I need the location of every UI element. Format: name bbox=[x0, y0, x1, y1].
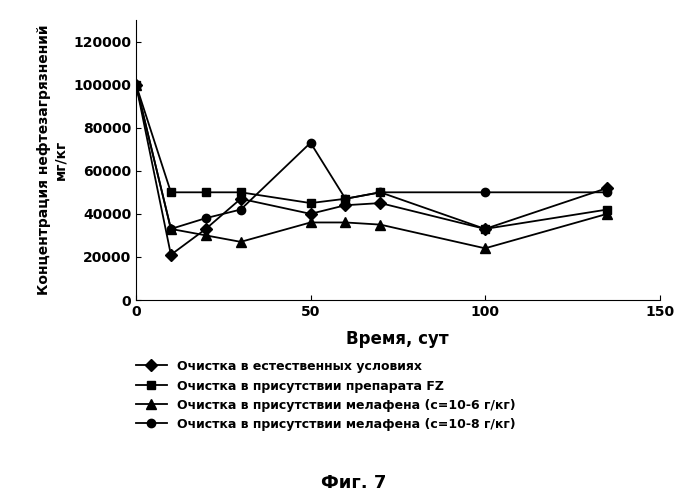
Очистка в присутствии мелафена (с=10-6 г/кг) bbox=[341, 220, 350, 226]
Очистка в присутствии препарата FZ bbox=[307, 200, 315, 206]
Очистка в присутствии мелафена (с=10-8 г/кг) bbox=[237, 206, 245, 212]
Очистка в присутствии мелафена (с=10-8 г/кг) bbox=[132, 82, 140, 87]
Очистка в присутствии препарата FZ bbox=[603, 206, 611, 212]
Очистка в естественных условиях bbox=[237, 196, 245, 202]
Очистка в присутствии препарата FZ bbox=[132, 82, 140, 87]
Line: Очистка в присутствии мелафена (с=10-6 г/кг): Очистка в присутствии мелафена (с=10-6 г… bbox=[131, 80, 612, 253]
Очистка в присутствии мелафена (с=10-6 г/кг) bbox=[603, 211, 611, 217]
Очистка в присутствии мелафена (с=10-6 г/кг) bbox=[376, 222, 384, 228]
Очистка в присутствии препарата FZ bbox=[237, 190, 245, 196]
Очистка в присутствии мелафена (с=10-8 г/кг) bbox=[481, 190, 489, 196]
Очистка в присутствии мелафена (с=10-8 г/кг) bbox=[202, 215, 210, 221]
Очистка в естественных условиях bbox=[167, 252, 175, 258]
Очистка в естественных условиях bbox=[307, 211, 315, 217]
Очистка в естественных условиях bbox=[202, 226, 210, 232]
Очистка в присутствии препарата FZ bbox=[481, 226, 489, 232]
Line: Очистка в присутствии препарата FZ: Очистка в присутствии препарата FZ bbox=[132, 80, 611, 233]
Очистка в естественных условиях bbox=[603, 185, 611, 191]
Очистка в естественных условиях bbox=[341, 202, 350, 208]
Очистка в присутствии мелафена (с=10-8 г/кг) bbox=[603, 190, 611, 196]
Очистка в естественных условиях bbox=[376, 200, 384, 206]
Очистка в присутствии мелафена (с=10-8 г/кг) bbox=[341, 196, 350, 202]
Очистка в присутствии мелафена (с=10-6 г/кг) bbox=[307, 220, 315, 226]
Очистка в присутствии мелафена (с=10-6 г/кг) bbox=[481, 246, 489, 252]
Line: Очистка в присутствии мелафена (с=10-8 г/кг): Очистка в присутствии мелафена (с=10-8 г… bbox=[132, 80, 611, 233]
Очистка в присутствии препарата FZ bbox=[202, 190, 210, 196]
Очистка в присутствии мелафена (с=10-6 г/кг) bbox=[237, 239, 245, 245]
Очистка в присутствии мелафена (с=10-8 г/кг) bbox=[167, 226, 175, 232]
Очистка в присутствии препарата FZ bbox=[376, 190, 384, 196]
X-axis label: Время, сут: Время, сут bbox=[347, 330, 449, 348]
Legend: Очистка в естественных условиях, Очистка в присутствии препарата FZ, Очистка в п: Очистка в естественных условиях, Очистка… bbox=[132, 356, 519, 435]
Очистка в присутствии мелафена (с=10-8 г/кг) bbox=[376, 190, 384, 196]
Очистка в присутствии препарата FZ bbox=[167, 190, 175, 196]
Очистка в присутствии мелафена (с=10-6 г/кг) bbox=[202, 232, 210, 238]
Y-axis label: Концентрация нефтезагрязнений
мг/кг: Концентрация нефтезагрязнений мг/кг bbox=[37, 24, 67, 295]
Очистка в присутствии мелафена (с=10-6 г/кг) bbox=[167, 226, 175, 232]
Очистка в присутствии мелафена (с=10-6 г/кг) bbox=[132, 82, 140, 87]
Очистка в естественных условиях bbox=[481, 226, 489, 232]
Очистка в присутствии мелафена (с=10-8 г/кг) bbox=[307, 140, 315, 146]
Очистка в естественных условиях bbox=[132, 82, 140, 87]
Line: Очистка в естественных условиях: Очистка в естественных условиях bbox=[132, 80, 611, 259]
Очистка в присутствии препарата FZ bbox=[341, 196, 350, 202]
Text: Фиг. 7: Фиг. 7 bbox=[321, 474, 386, 492]
